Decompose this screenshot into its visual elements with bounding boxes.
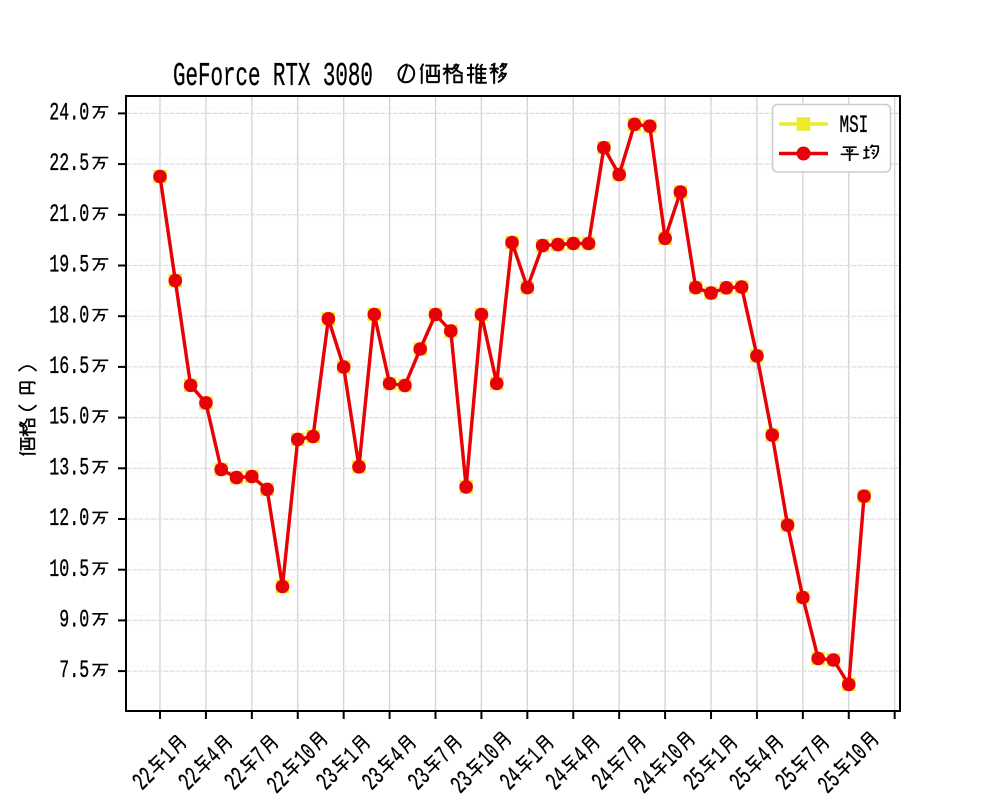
svg-text:19.5: 19.5	[49, 252, 89, 280]
svg-text:MSI: MSI	[840, 113, 869, 140]
svg-text:22.5: 22.5	[49, 150, 89, 178]
svg-text:15.0: 15.0	[49, 404, 89, 432]
svg-text:GeForce RTX 3080: GeForce RTX 3080	[173, 58, 373, 95]
svg-text:9.0: 9.0	[59, 606, 89, 634]
svg-text:7.5: 7.5	[59, 657, 89, 685]
svg-text:21.0: 21.0	[49, 201, 89, 229]
svg-text:16.5: 16.5	[49, 353, 89, 381]
svg-text:13.5: 13.5	[49, 454, 89, 482]
svg-text:24.0: 24.0	[49, 99, 89, 127]
svg-text:18.0: 18.0	[49, 302, 89, 330]
svg-text:10.5: 10.5	[49, 556, 89, 584]
svg-text:12.0: 12.0	[49, 505, 89, 533]
